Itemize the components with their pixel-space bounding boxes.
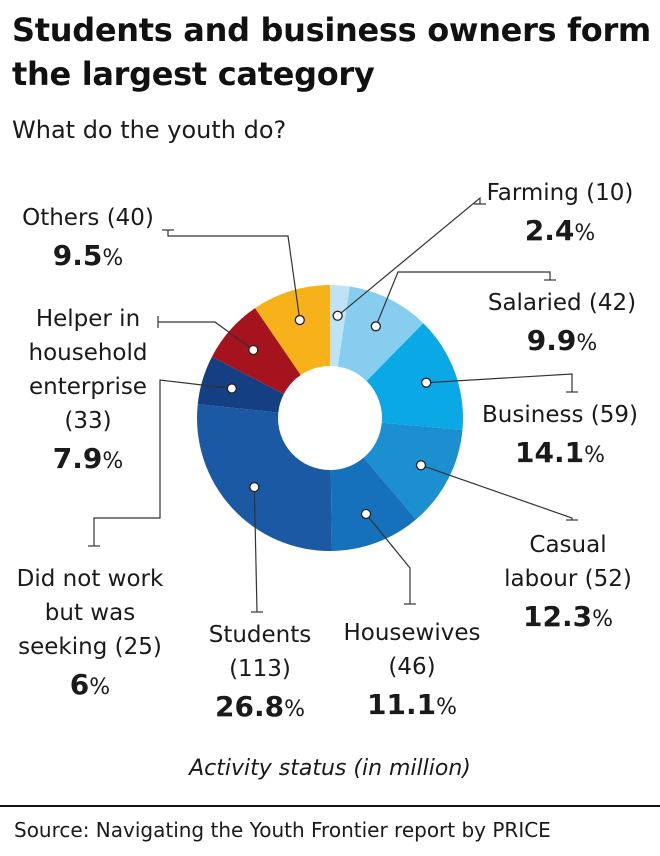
label-group-did-not-work-but-was-seeking: Did not work but was seeking (25) 6% (17, 379, 237, 701)
slice-housewives (330, 457, 416, 551)
slice-label-text: Students (209, 622, 312, 648)
leader-line (420, 464, 573, 520)
slice-dot (415, 460, 427, 471)
slice-label-text: Housewives (343, 620, 480, 646)
label-group-casual-labour: Casual labour (52) 12.3% (415, 460, 632, 633)
slice-label-text: seeking (25) (18, 634, 162, 660)
slice-dot (294, 314, 305, 326)
leader-line (375, 271, 551, 327)
slice-dot (332, 310, 343, 321)
divider (0, 805, 660, 807)
slice-label-text: (33) (64, 408, 111, 434)
slice-percent: 7.9% (53, 442, 124, 475)
label-group-students: Students (113) 26.8% (209, 482, 312, 723)
source-note: Source: Navigating the Youth Frontier re… (14, 818, 551, 842)
slice-percent: 9.9% (527, 324, 598, 357)
slice-dot (226, 383, 237, 394)
leader-line (93, 379, 232, 546)
slice-label-text: Salaried (42) (488, 290, 636, 316)
donut-chart: Farming (10) 2.4% Salaried (42) 9.9% Busines… (17, 180, 638, 723)
slice-business (366, 323, 463, 430)
slice-label-text: Farming (10) (487, 180, 634, 206)
slice-label-text: Business (59) (482, 402, 638, 428)
slice-percent: 2.4% (525, 214, 596, 247)
slice-others (255, 285, 330, 376)
leader-line (426, 373, 573, 392)
unit-note: Activity status (in million) (189, 756, 471, 781)
slice-dot (370, 321, 381, 332)
slice-label-text: Others (40) (22, 205, 154, 231)
slice-label-text: household (29, 340, 148, 366)
slice-label-text: but was (45, 600, 135, 626)
slice-label-text: Casual (529, 532, 606, 558)
slice-percent: 14.1% (515, 436, 605, 469)
label-group-farming: Farming (10) 2.4% (332, 180, 634, 321)
slice-students (197, 404, 332, 551)
slice-label-text: (113) (229, 656, 291, 682)
label-group-housewives: Housewives (46) 11.1% (343, 508, 481, 721)
leader-line (158, 321, 254, 351)
slice-dot (421, 377, 432, 388)
slice-label-text: enterprise (29, 374, 147, 400)
slice-did-not-work-but-was-seeking (197, 356, 284, 413)
slice-label-text: (46) (388, 654, 435, 680)
leader-line (337, 196, 481, 317)
slice-dot (248, 344, 259, 356)
slice-percent: 26.8% (215, 690, 305, 723)
leader-line (167, 230, 301, 321)
label-group-helper-in-household-enterprise: Helper in household enterprise (33) 7.9% (29, 306, 259, 475)
slice-casual-labour (363, 422, 463, 520)
slice-salaried (337, 286, 424, 381)
slice-percent: 12.3% (523, 600, 613, 633)
chart-subtitle: What do the youth do? (12, 116, 287, 144)
leader-line (365, 513, 411, 604)
slice-dot (249, 482, 260, 493)
slice-percent: 11.1% (367, 688, 457, 721)
slice-percent: 9.5% (53, 239, 124, 272)
slice-dot (360, 508, 372, 520)
leader-line (253, 487, 258, 613)
slice-label-text: labour (52) (504, 566, 632, 592)
label-group-business: Business (59) 14.1% (421, 373, 638, 469)
slice-percent: 6% (70, 668, 110, 701)
label-group-others: Others (40) 9.5% (22, 205, 305, 326)
slice-farming (330, 285, 350, 367)
slice-label-text: Did not work (17, 566, 164, 592)
label-group-salaried: Salaried (42) 9.9% (370, 271, 636, 357)
chart-title: Students and business owners form the la… (12, 11, 651, 93)
slice-label-text: Helper in (36, 306, 140, 332)
